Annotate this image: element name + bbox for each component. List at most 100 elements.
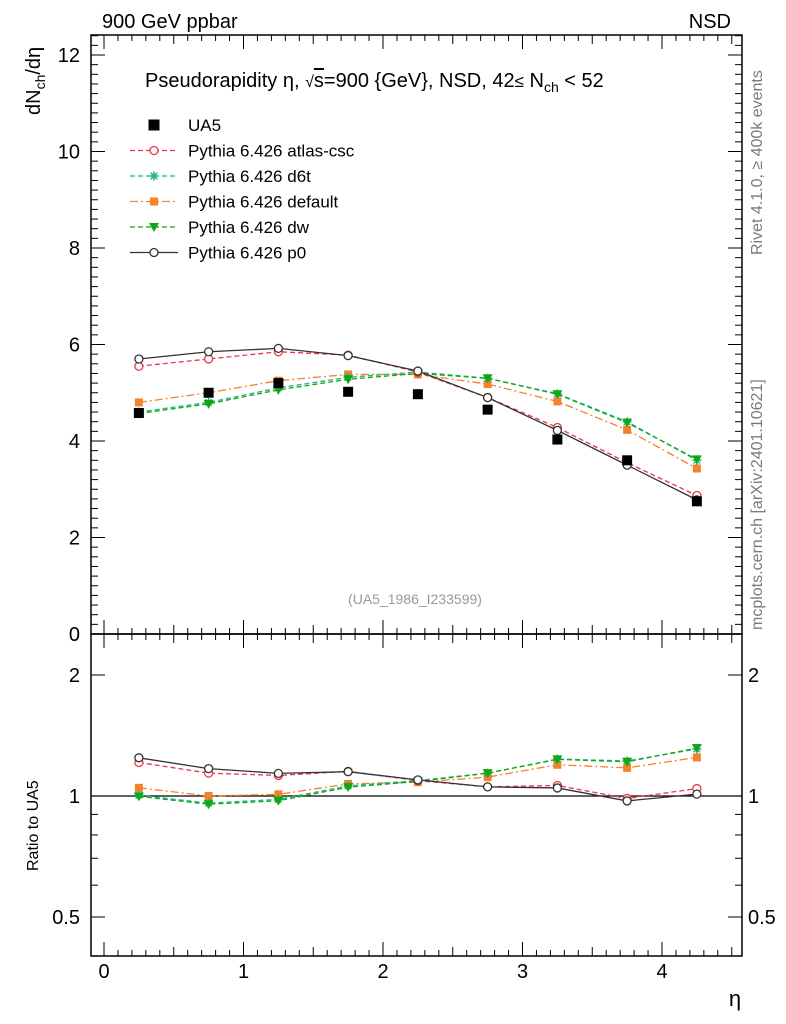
point-ua5 — [482, 404, 493, 415]
ratio-point-p0 — [692, 789, 702, 799]
series-line-default — [138, 373, 698, 470]
ratio-point-dw — [691, 744, 702, 754]
x-tick-label: 1 — [238, 961, 249, 983]
legend-item-default: Pythia 6.426 default — [130, 193, 339, 212]
ratio-point-dw — [622, 757, 633, 767]
ratio-line-default — [138, 756, 697, 797]
title-N: N — [524, 70, 544, 92]
point-dw — [203, 399, 214, 409]
ratio-axis-label: Ratio to UA5 — [25, 780, 42, 871]
point-ua5 — [412, 389, 423, 400]
legend-marker-p0 — [149, 247, 159, 258]
ratio-point-p0 — [413, 775, 423, 785]
ratio-y-tick-label: 1 — [69, 786, 80, 808]
legend-marker-default — [150, 197, 158, 206]
y-tick-label: 6 — [69, 335, 80, 357]
ratio-point-p0 — [622, 796, 632, 806]
side-text-rivet: Rivet 4.1.0, ≥ 400k events — [749, 70, 766, 255]
series-line-d6t — [138, 371, 698, 461]
legend-item-d6t: Pythia 6.426 d6t — [130, 167, 311, 186]
title-part-b: , — [294, 70, 305, 92]
ratio-point-dw — [203, 800, 214, 810]
ratio-point-default — [274, 790, 283, 799]
point-ua5 — [622, 455, 633, 466]
header-process: NSD — [689, 11, 731, 33]
point-default — [553, 397, 562, 406]
ratio-y-tick-label-right: 0.5 — [748, 907, 776, 929]
point-ua5 — [691, 496, 702, 507]
point-default — [692, 464, 701, 473]
point-p0 — [552, 425, 563, 436]
legend-marker-dw — [149, 223, 159, 232]
legend-item-atlas: Pythia 6.426 atlas-csc — [130, 142, 355, 161]
ratio-point-dw — [343, 783, 354, 793]
legend-marker-atlas — [149, 145, 159, 156]
legend-label-d6t: Pythia 6.426 d6t — [188, 167, 311, 186]
y-axis-label: dNch/dη — [23, 47, 48, 115]
ratio-y-tick-label-right: 2 — [748, 665, 759, 687]
ratio-point-default — [692, 753, 701, 762]
y-tick-label: 10 — [58, 142, 80, 164]
x-tick-label: 0 — [98, 961, 109, 983]
y-tick-label: 8 — [69, 238, 80, 260]
ratio-point-default — [204, 792, 213, 800]
series-layer — [133, 343, 702, 507]
y-tick-label: 4 — [69, 431, 80, 453]
point-p0 — [203, 347, 214, 357]
header-energy: 900 GeV ppbar — [102, 11, 238, 33]
ratio-point-p0 — [134, 753, 144, 763]
legend-label-default: Pythia 6.426 default — [188, 193, 339, 212]
plot-title: Pseudorapidity η, √s=900 {GeV}, NSD, 42≤… — [145, 70, 604, 95]
y-tick-label: 2 — [69, 528, 80, 550]
ratio-point-dw — [273, 796, 284, 806]
ratio-point-p0 — [343, 767, 353, 777]
point-p0 — [413, 366, 423, 376]
legend-label-atlas: Pythia 6.426 atlas-csc — [188, 142, 355, 161]
ratio-layer — [91, 744, 742, 810]
title-s: s — [314, 70, 324, 92]
ratio-point-p0 — [552, 783, 563, 793]
ratio-point-p0 — [482, 782, 493, 792]
legend-marker-d6t — [149, 171, 159, 181]
ratio-point-dw — [133, 792, 144, 802]
point-default — [623, 425, 632, 434]
legend-label-p0: Pythia 6.426 p0 — [188, 244, 306, 263]
point-ua5 — [273, 378, 284, 389]
ratio-point-default — [553, 760, 562, 769]
x-tick-label: 2 — [377, 961, 388, 983]
y-tick-label: 12 — [58, 45, 80, 67]
series-line-dw — [138, 372, 698, 460]
x-tick-label: 4 — [656, 961, 667, 983]
ylabel-dN: dN — [23, 89, 45, 115]
legend: UA5 Pythia 6.426 atlas-csc Pythia 6.426 d6… — [130, 116, 355, 263]
point-dw — [343, 375, 354, 385]
ratio-point-dw — [482, 769, 493, 779]
title-ch: ch — [544, 79, 559, 95]
title-part-c: =900 {GeV}, NSD, 42 — [324, 70, 515, 92]
point-default — [483, 380, 492, 389]
title-le: ≤ — [515, 72, 524, 91]
legend-marker-d6t-stroke — [150, 172, 158, 180]
legend-item-dw: Pythia 6.426 dw — [130, 218, 310, 237]
side-text-mcplots: mcplots.cern.ch [arXiv:2401.10621] — [749, 379, 766, 630]
ratio-y-tick-label-right: 1 — [748, 786, 759, 808]
legend-label-ua5: UA5 — [188, 116, 221, 135]
ratio-y-tick-label: 2 — [69, 665, 80, 687]
title-eta: η — [283, 70, 294, 92]
point-dw — [622, 418, 633, 428]
ratio-frame — [90, 633, 743, 957]
title-part-a: Pseudorapidity — [145, 70, 283, 92]
y-tick-label: 0 — [69, 624, 80, 646]
point-p0 — [343, 350, 353, 361]
ylabel-rest: /dη — [23, 47, 45, 75]
point-dw — [273, 385, 284, 395]
point-p0 — [482, 392, 493, 403]
legend-item-p0: Pythia 6.426 p0 — [130, 244, 306, 263]
point-p0 — [134, 354, 144, 364]
point-ua5 — [203, 387, 214, 398]
point-ua5 — [552, 434, 563, 445]
ylabel-ch: ch — [32, 75, 48, 90]
point-ua5 — [343, 386, 354, 397]
